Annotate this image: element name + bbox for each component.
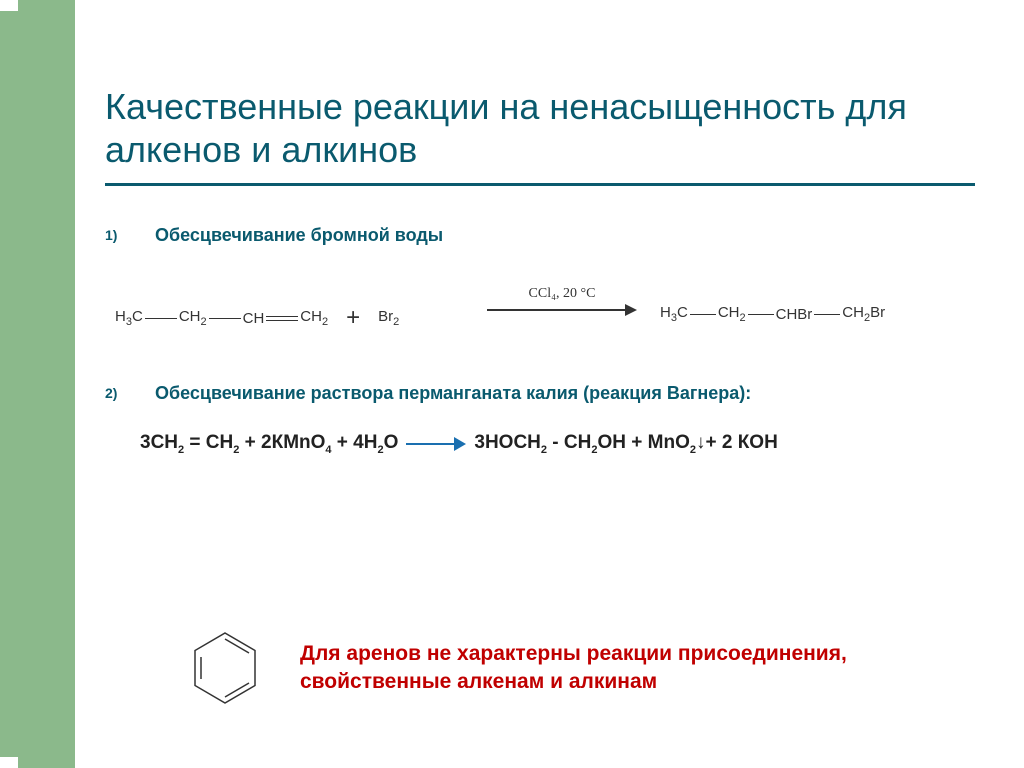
list-number: 2) xyxy=(105,383,155,401)
footnote-text: Для аренов не характерны реакции присоед… xyxy=(300,640,990,697)
chem-group: CH2 xyxy=(718,304,746,324)
single-bond-icon xyxy=(145,318,177,319)
plus-sign: + xyxy=(346,304,360,332)
chem-group: H3C xyxy=(660,304,688,324)
single-bond-icon xyxy=(209,318,241,319)
reaction-lhs: 3CH2 = CH2 + 2КMnO4 + 4H2O xyxy=(140,432,398,456)
chem-group: CHBr xyxy=(776,306,813,323)
reaction-arrow-block: CCl₄, 20 °C xyxy=(487,286,637,316)
title-underline xyxy=(105,183,975,186)
list-item-title: Обесцвечивание бромной воды xyxy=(155,225,443,246)
corner-tick-bottom xyxy=(0,757,18,768)
reactant-side: H3C CH2 CH CH2 + Br2 xyxy=(115,304,399,332)
slide-content: Качественные реакции на ненасыщенность д… xyxy=(75,0,1024,768)
reaction-arrow-icon xyxy=(406,437,466,451)
content-area: 1) Обесцвечивание бромной воды H3C CH2 C… xyxy=(105,225,995,456)
benzene-ring-icon xyxy=(190,628,260,708)
product-side: H3C CH2 CHBr CH2Br xyxy=(660,304,885,324)
reaction-scheme-2: 3CH2 = CH2 + 2КMnO4 + 4H2O 3HOCH2 - CH2O… xyxy=(140,432,995,456)
single-bond-icon xyxy=(748,314,774,315)
single-bond-icon xyxy=(690,314,716,315)
reaction-rhs: 3HOCH2 - CH2OH + MnO2↓+ 2 КОН xyxy=(474,432,777,456)
reagent-label: Br2 xyxy=(378,308,399,328)
list-number: 1) xyxy=(105,225,155,243)
chem-group: CH2 xyxy=(300,308,328,328)
chem-group: CH2Br xyxy=(842,304,885,324)
list-item: 1) Обесцвечивание бромной воды xyxy=(105,225,995,246)
chem-group: H3C xyxy=(115,308,143,328)
double-bond-icon xyxy=(266,316,298,321)
chem-group: CH2 xyxy=(179,308,207,328)
list-item: 2) Обесцвечивание раствора перманганата … xyxy=(105,383,995,404)
chem-group: CH xyxy=(243,310,265,327)
list-item-title: Обесцвечивание раствора перманганата кал… xyxy=(155,383,751,404)
title-block: Качественные реакции на ненасыщенность д… xyxy=(105,85,975,186)
slide-title: Качественные реакции на ненасыщенность д… xyxy=(105,85,975,171)
reaction-scheme-1: H3C CH2 CH CH2 + Br2 CCl₄, 20 °C H3C CH2 xyxy=(105,278,995,338)
left-accent-band xyxy=(0,0,75,768)
single-bond-icon xyxy=(814,314,840,315)
reaction-arrow-icon xyxy=(487,304,637,316)
corner-tick-top xyxy=(0,0,18,11)
footnote-block: Для аренов не характерны реакции присоед… xyxy=(190,628,990,708)
reaction-condition: CCl₄, 20 °C xyxy=(487,286,637,302)
